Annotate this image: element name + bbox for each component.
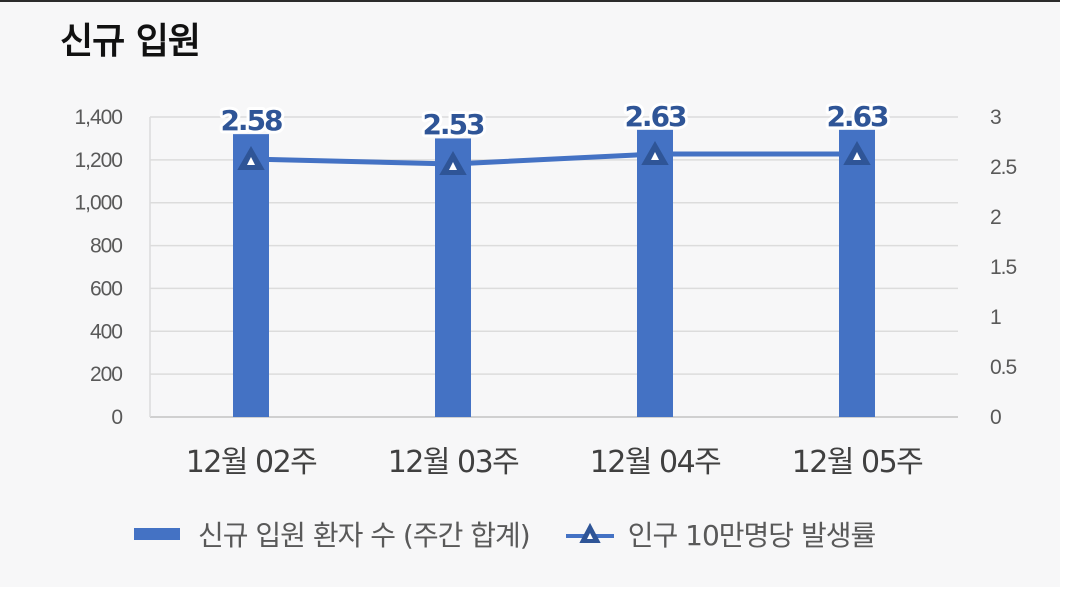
right-tick-label: 1.5 <box>990 256 1017 279</box>
data-label: 2.63 <box>826 100 888 133</box>
right-tick-label: 2 <box>990 206 1001 229</box>
screen-edge <box>1060 0 1080 587</box>
x-tick-label: 12월 05주 <box>792 445 923 480</box>
bar <box>839 129 875 417</box>
triangle-marker-inner <box>449 162 457 170</box>
data-label: 2.53 <box>422 108 484 141</box>
data-labels: 2.58 2.53 2.63 2.63 <box>217 97 893 144</box>
bar <box>435 138 471 417</box>
x-axis-ticks: 12월 02주 12월 03주 12월 04주 12월 05주 <box>186 445 924 480</box>
right-tick-label: 0 <box>990 406 1001 429</box>
left-tick-label: 800 <box>90 235 122 258</box>
left-tick-label: 400 <box>90 320 122 343</box>
right-tick-label: 3 <box>990 106 1001 129</box>
left-tick-label: 200 <box>90 363 122 386</box>
series-line <box>250 151 857 167</box>
line-series <box>237 140 871 175</box>
legend-bar-label: 신규 입원 환자 수 (주간 합계) <box>198 519 531 552</box>
x-tick-label: 12월 03주 <box>388 445 519 480</box>
left-tick-label: 1,400 <box>74 106 122 129</box>
legend-line-label: 인구 10만명당 발생률 <box>627 519 877 552</box>
gridlines <box>149 116 958 418</box>
x-tick-label: 12월 02주 <box>186 445 317 480</box>
right-axis-ticks: 0 0.5 1 1.5 2 2.5 3 <box>990 106 1018 429</box>
legend-line-swatch <box>565 522 614 543</box>
right-tick-label: 1 <box>990 306 1001 329</box>
data-label: 2.58 <box>220 104 282 137</box>
left-axis-ticks: 0 200 400 600 800 1,000 1,200 1,400 <box>74 106 123 429</box>
chart-title: 신규 입원 <box>60 21 201 62</box>
legend: 신규 입원 환자 수 (주간 합계) 인구 10만명당 발생률 <box>134 514 877 554</box>
triangle-marker-inner <box>853 152 861 160</box>
right-tick-label: 2.5 <box>990 156 1017 179</box>
right-tick-label: 0.5 <box>990 356 1017 379</box>
bar-series <box>233 129 875 417</box>
data-label: 2.63 <box>624 100 686 133</box>
left-tick-label: 0 <box>111 406 122 429</box>
triangle-marker-inner <box>651 152 659 160</box>
legend-bar-swatch <box>134 528 180 540</box>
left-tick-label: 1,200 <box>74 149 122 172</box>
left-tick-label: 1,000 <box>74 192 122 215</box>
left-tick-label: 600 <box>90 277 122 300</box>
x-tick-label: 12월 04주 <box>590 445 721 480</box>
bar <box>233 134 269 417</box>
bar <box>637 129 673 417</box>
triangle-marker-inner <box>247 157 255 165</box>
